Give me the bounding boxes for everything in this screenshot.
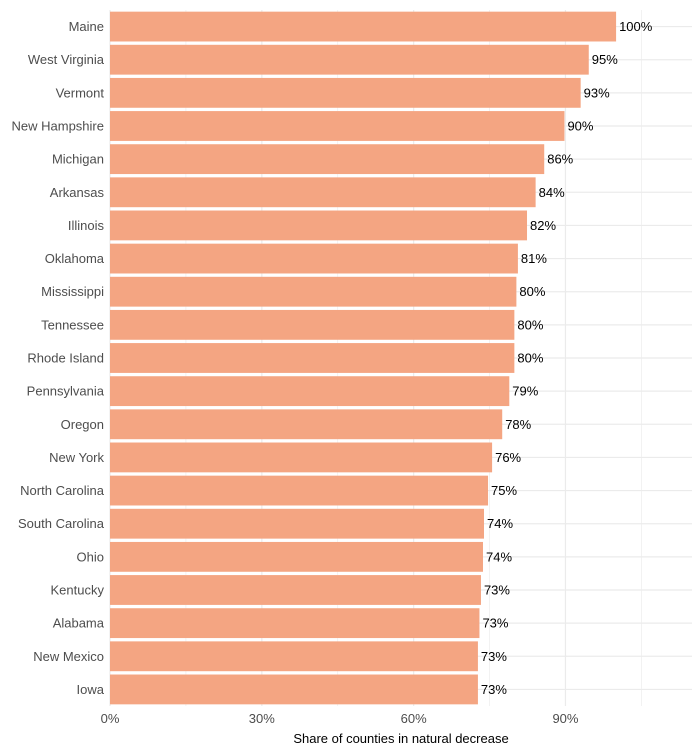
data-label: 81%: [521, 251, 547, 266]
bars: [110, 11, 617, 705]
data-label: 73%: [481, 649, 507, 664]
category-label: Alabama: [53, 616, 105, 631]
category-label: Illinois: [68, 218, 105, 233]
bar: [110, 442, 493, 473]
bar: [110, 376, 510, 407]
bar: [110, 11, 617, 42]
bar: [110, 475, 489, 506]
data-label: 100%: [619, 19, 653, 34]
category-label: Oklahoma: [45, 251, 105, 266]
data-label: 80%: [517, 351, 543, 366]
data-label: 73%: [481, 682, 507, 697]
category-label: Michigan: [52, 152, 104, 167]
x-tick-label: 60%: [401, 711, 427, 726]
bar: [110, 641, 478, 672]
bar: [110, 243, 518, 274]
category-label: Oregon: [61, 417, 104, 432]
x-axis-title: Share of counties in natural decrease: [293, 731, 508, 746]
category-label: Vermont: [56, 85, 105, 100]
data-label: 76%: [495, 450, 521, 465]
category-label: Maine: [69, 19, 104, 34]
category-labels: Maine West Virginia Vermont New Hampshire Mi…: [12, 19, 105, 697]
data-label: 80%: [519, 284, 545, 299]
category-label: South Carolina: [18, 516, 105, 531]
category-label: Tennessee: [41, 317, 104, 332]
data-label: 95%: [592, 52, 618, 67]
category-label: New Mexico: [33, 649, 104, 664]
category-label: Kentucky: [51, 583, 105, 598]
data-label: 86%: [547, 152, 573, 167]
category-label: Arkansas: [50, 185, 105, 200]
data-label: 79%: [512, 384, 538, 399]
category-label: West Virginia: [28, 52, 105, 67]
bar: [110, 674, 478, 705]
bar: [110, 575, 481, 605]
bar: [110, 309, 515, 340]
value-labels: 100% 95% 93% 90% 86% 84% 82% 81% 80% 80% 80% 79% 78%…: [481, 19, 653, 697]
data-label: 93%: [584, 85, 610, 100]
data-label: 90%: [567, 119, 593, 134]
category-label: Iowa: [77, 682, 105, 697]
bar: [110, 276, 517, 307]
bar: [110, 111, 565, 141]
data-label: 73%: [484, 583, 510, 598]
category-label: Ohio: [77, 549, 104, 564]
category-label: New Hampshire: [12, 119, 104, 134]
x-tick-label: 90%: [552, 711, 578, 726]
bar: [110, 508, 484, 539]
bar: [110, 44, 589, 75]
data-label: 73%: [482, 616, 508, 631]
category-label: Pennsylvania: [27, 384, 105, 399]
bar: [110, 144, 545, 175]
bar: [110, 210, 528, 241]
x-tick-label: 30%: [249, 711, 275, 726]
bar: [110, 541, 483, 572]
bar: [110, 608, 480, 639]
category-label: Rhode Island: [27, 351, 104, 366]
data-label: 82%: [530, 218, 556, 233]
category-label: New York: [49, 450, 104, 465]
data-label: 84%: [539, 185, 565, 200]
bar: [110, 177, 536, 208]
category-label: Mississippi: [41, 284, 104, 299]
bar: [110, 409, 503, 440]
x-axis-ticks: 0% 30% 60% 90%: [101, 711, 579, 726]
x-tick-label: 0%: [101, 711, 120, 726]
data-label: 75%: [491, 483, 517, 498]
data-label: 80%: [517, 317, 543, 332]
category-label: North Carolina: [20, 483, 105, 498]
bar: [110, 77, 581, 108]
data-label: 78%: [505, 417, 531, 432]
bar: [110, 343, 515, 373]
data-label: 74%: [487, 516, 513, 531]
data-label: 74%: [486, 549, 512, 564]
